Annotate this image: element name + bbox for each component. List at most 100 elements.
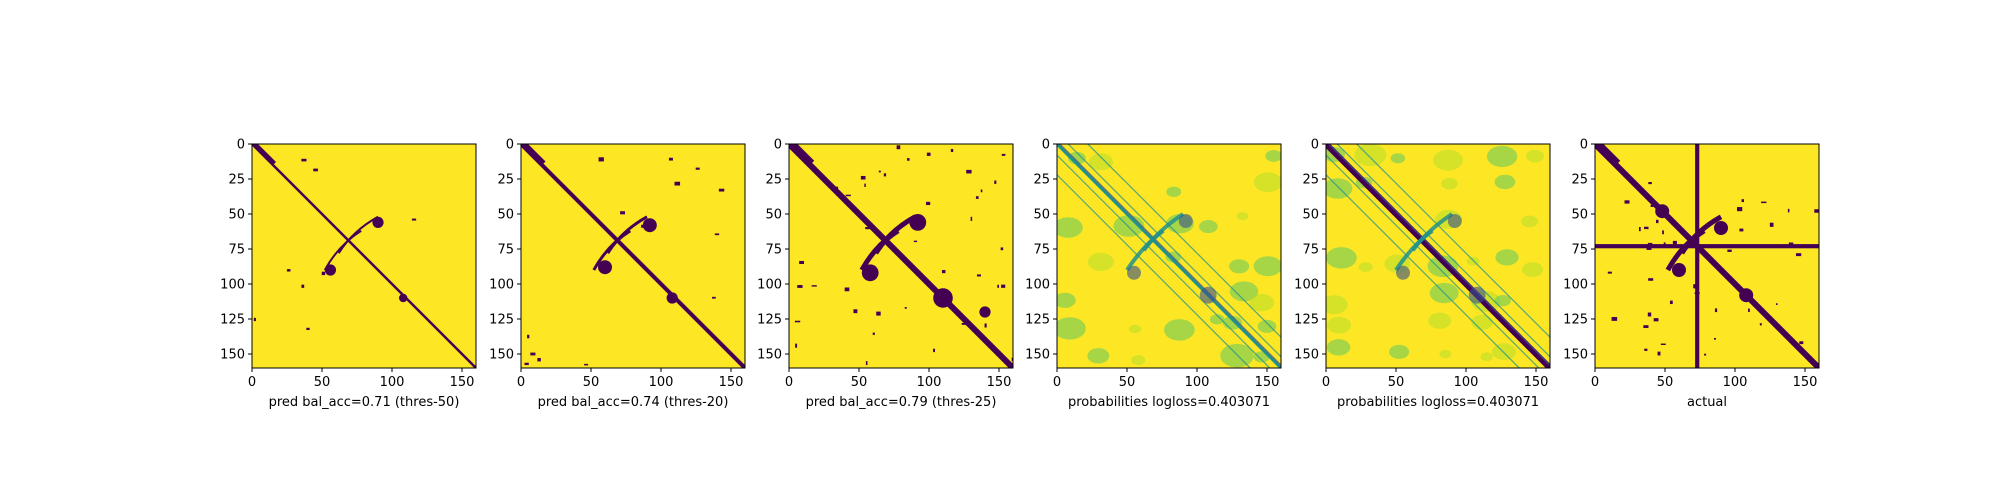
y-tick-label: 75 — [1033, 243, 1050, 258]
contact-spot — [399, 293, 408, 303]
y-tick-label: 125 — [757, 313, 782, 328]
x-axis-label: pred bal_acc=0.71 (thres-50) — [269, 395, 460, 410]
axes-frame — [1594, 143, 1820, 369]
y-tick-label: 125 — [1563, 313, 1588, 328]
axes-frame — [520, 143, 746, 369]
speckle — [1001, 284, 1006, 288]
axes-frame — [1325, 143, 1551, 369]
speckle — [1644, 348, 1648, 351]
axes-frame — [788, 143, 1014, 369]
prob-blob — [1229, 259, 1250, 274]
prob-blob — [1486, 145, 1518, 168]
contact-spot — [909, 214, 927, 231]
y-tick-label: 25 — [1571, 173, 1588, 188]
speckle — [997, 284, 1000, 288]
x-tick-label: 0 — [1053, 375, 1061, 390]
speckle — [970, 216, 973, 221]
probability-blobs — [1057, 150, 1281, 368]
speckle — [1011, 357, 1013, 361]
prob-blob — [1326, 247, 1357, 269]
prob-line — [1336, 144, 1550, 358]
prob-blob — [1326, 178, 1353, 199]
y-tick-label: 0 — [774, 138, 782, 153]
speckle — [1657, 351, 1661, 356]
y-tick-label: 50 — [1571, 208, 1588, 223]
y-tick-label: 100 — [757, 278, 782, 293]
speckle — [321, 271, 326, 276]
diagonal-cluster — [253, 144, 276, 166]
prob-line — [1057, 174, 1251, 368]
speckle — [641, 224, 644, 228]
y-tick-label: 0 — [506, 138, 514, 153]
y-tick-label: 25 — [1302, 173, 1319, 188]
x-tick-label: 150 — [719, 375, 744, 390]
speckle — [1775, 303, 1778, 306]
probability-diagonals — [1057, 144, 1281, 368]
speckle — [797, 285, 803, 288]
y-tick-label: 25 — [1033, 173, 1050, 188]
x-tick-label: 50 — [851, 375, 868, 390]
contact-spot — [933, 288, 953, 308]
contact-arc — [1142, 212, 1185, 252]
speckle — [878, 170, 881, 173]
speckle — [1663, 242, 1666, 245]
y-tick-label: 50 — [1302, 208, 1319, 223]
x-tick-label: 50 — [1388, 375, 1405, 390]
x-tick-label: 0 — [1322, 375, 1330, 390]
speckle — [1646, 247, 1652, 250]
prob-blob — [1057, 292, 1076, 308]
y-tick-label: 25 — [765, 173, 782, 188]
speckle — [313, 168, 318, 172]
speckle — [1739, 228, 1744, 232]
speckle — [1748, 308, 1750, 313]
speckle — [718, 188, 725, 192]
speckle — [711, 296, 716, 299]
speckle — [674, 181, 681, 186]
y-tick-label: 125 — [1294, 313, 1319, 328]
prob-blob — [1439, 349, 1452, 359]
speckle — [799, 260, 805, 265]
speckle — [1799, 341, 1804, 345]
y-tick-label: 100 — [1294, 278, 1319, 293]
x-tick-label: 150 — [987, 375, 1012, 390]
y-tick-label: 125 — [1025, 313, 1050, 328]
speckle — [1638, 227, 1641, 232]
contact-spot — [598, 260, 612, 275]
speckle — [1000, 247, 1004, 251]
speckle — [1787, 208, 1790, 213]
heatmap-image — [521, 144, 745, 368]
x-axis-label: actual — [1687, 395, 1727, 410]
prob-blob — [1164, 319, 1195, 341]
speckle — [253, 317, 256, 322]
cross-line-vertical — [1695, 144, 1700, 368]
speckle — [1655, 219, 1659, 224]
x-tick-label: 100 — [917, 375, 942, 390]
speckle — [695, 167, 700, 170]
speckle — [950, 148, 954, 153]
y-tick-label: 125 — [489, 313, 514, 328]
prob-line — [1356, 144, 1550, 338]
speckle — [876, 311, 881, 316]
speckle — [1662, 230, 1664, 235]
prob-blob — [1327, 316, 1352, 334]
prob-blob — [1494, 294, 1511, 307]
prob-blob — [1088, 153, 1114, 171]
prob-blob — [1087, 348, 1110, 364]
speckle — [865, 226, 870, 230]
prob-blob — [1166, 186, 1182, 198]
speckle — [896, 145, 901, 150]
contact-spot — [642, 218, 657, 233]
x-tick-label: 50 — [583, 375, 600, 390]
speckle — [976, 274, 981, 277]
speckle — [926, 201, 931, 206]
y-tick-label: 75 — [1302, 243, 1319, 258]
speckle — [865, 361, 868, 366]
speckle — [926, 152, 931, 156]
prob-blob — [1057, 317, 1086, 340]
contact-spot — [979, 306, 991, 318]
x-tick-label: 100 — [1185, 375, 1210, 390]
main-diagonal — [252, 144, 476, 368]
